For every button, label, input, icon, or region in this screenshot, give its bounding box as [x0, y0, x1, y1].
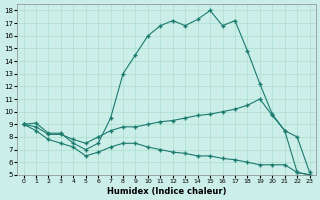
X-axis label: Humidex (Indice chaleur): Humidex (Indice chaleur)	[107, 187, 226, 196]
